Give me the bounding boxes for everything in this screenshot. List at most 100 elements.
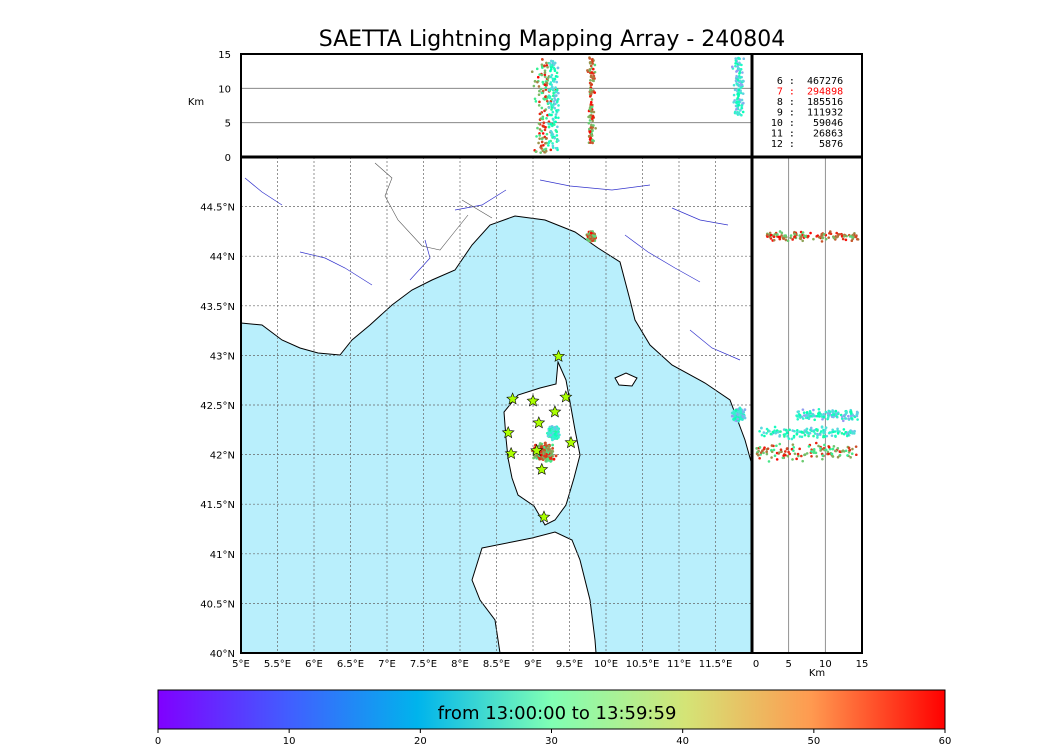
- flash-source-alt-lat: [823, 448, 826, 452]
- flash-source-alt-lat: [841, 419, 845, 423]
- station-count-row: 7 : 294898: [771, 87, 843, 98]
- flash-source-lon-alt: [553, 136, 556, 140]
- flash-source-alt-lat: [796, 417, 800, 421]
- flash-source-lon-alt: [593, 63, 597, 67]
- map-lon-tick-label: 8°E: [451, 659, 469, 670]
- flash-source-lon-alt: [589, 88, 593, 91]
- flash-source-alt-lat: [834, 435, 837, 438]
- flash-source-alt-lat: [810, 450, 813, 453]
- flash-source-alt-lat: [795, 432, 799, 436]
- coastline: [240, 215, 753, 466]
- flash-source-alt-lat: [808, 431, 812, 435]
- flash-source-lon-alt: [548, 113, 551, 116]
- flash-source-lon-alt: [543, 75, 547, 78]
- flash-source-lon-alt: [537, 104, 541, 107]
- flash-source-lon-alt: [537, 93, 541, 96]
- flash-source-alt-lat: [840, 432, 844, 435]
- top-panel-flash-sources: [530, 56, 746, 154]
- map-lon-tick-label: 11°E: [667, 659, 691, 670]
- flash-source-lon-alt: [739, 91, 743, 95]
- flash-source-lon-alt: [738, 72, 741, 75]
- flash-source-lon-alt: [543, 69, 547, 72]
- flash-source-lon-alt: [550, 131, 554, 134]
- flash-source-alt-lat: [784, 450, 787, 453]
- flash-source-alt-lat: [798, 413, 802, 417]
- flash-source-alt-lat: [803, 453, 807, 456]
- flash-source-lon-alt: [534, 100, 538, 103]
- flash-source-lon-alt: [555, 71, 559, 75]
- flash-source-lon-alt: [734, 62, 737, 65]
- flash-source-lon-alt: [540, 91, 544, 95]
- flash-source-alt-lat: [842, 235, 846, 238]
- flash-source-alt-lat: [819, 430, 823, 433]
- flash-source-alt-lat: [814, 451, 818, 455]
- map-lat-tick-label: 40°N: [210, 649, 235, 660]
- flash-source-alt-lat: [845, 410, 848, 414]
- flash-source-lon-alt: [538, 128, 542, 131]
- flash-source-lon-alt: [554, 116, 558, 119]
- flash-source-alt-lat: [801, 239, 804, 243]
- flash-source-alt-lat: [803, 433, 807, 437]
- flash-source-lon-alt: [539, 144, 543, 148]
- flash-source-alt-lat: [809, 426, 813, 430]
- flash-source-alt-lat: [795, 457, 798, 461]
- flash-source-alt-lat: [758, 429, 761, 433]
- flash-source-lon-alt: [538, 137, 541, 140]
- flash-source-alt-lat: [760, 433, 764, 437]
- flash-source-alt-lat: [765, 427, 769, 431]
- flash-source-alt-lat: [789, 236, 792, 240]
- flash-source-alt-lat: [781, 456, 785, 460]
- flash-source-map: [540, 457, 544, 461]
- flash-source-lon-alt: [556, 108, 560, 112]
- flash-source-lon-alt: [557, 116, 560, 120]
- flash-source-alt-lat: [804, 416, 808, 420]
- flash-source-alt-lat: [820, 240, 824, 243]
- flash-source-alt-lat: [830, 452, 834, 456]
- side-panel-tick-label: 5: [785, 659, 791, 670]
- flash-source-alt-lat: [853, 429, 856, 433]
- flash-source-lon-alt: [551, 146, 555, 149]
- flash-source-lon-alt: [737, 88, 741, 92]
- flash-source-alt-lat: [844, 238, 848, 242]
- flash-source-alt-lat: [822, 431, 825, 435]
- flash-source-alt-lat: [798, 435, 802, 438]
- flash-source-alt-lat: [767, 460, 771, 463]
- rivers: [244, 177, 741, 361]
- flash-source-map: [737, 413, 741, 417]
- flash-source-lon-alt: [735, 82, 739, 85]
- flash-source-alt-lat: [807, 417, 811, 421]
- flash-source-lon-alt: [550, 108, 553, 111]
- flash-source-alt-lat: [824, 237, 828, 241]
- flash-source-map: [553, 432, 557, 436]
- flash-source-lon-alt: [590, 90, 594, 94]
- flash-source-alt-lat: [762, 431, 766, 434]
- flash-source-alt-lat: [791, 238, 794, 241]
- flash-source-alt-lat: [807, 445, 811, 448]
- flash-source-map: [740, 417, 743, 421]
- map-lat-tick-label: 44.5°N: [200, 203, 235, 214]
- flash-source-alt-lat: [820, 235, 823, 239]
- flash-source-alt-lat: [821, 454, 825, 457]
- side-panel-xlabel: Km: [809, 668, 825, 679]
- flash-source-alt-lat: [765, 452, 769, 456]
- flash-source-lon-alt: [587, 121, 591, 125]
- flash-source-alt-lat: [828, 431, 832, 434]
- flash-source-lon-alt: [554, 113, 558, 116]
- flash-source-map: [546, 457, 550, 461]
- flash-source-lon-alt: [593, 91, 597, 94]
- flash-source-alt-lat: [805, 427, 808, 431]
- station-counts: 6 : 467276 7 : 294898 8 : 185516 9 : 111…: [771, 76, 843, 150]
- station-star: [552, 349, 566, 362]
- flash-source-lon-alt: [553, 61, 557, 65]
- flash-source-alt-lat: [782, 237, 786, 240]
- flash-source-lon-alt: [537, 141, 540, 145]
- flash-source-alt-lat: [823, 443, 826, 447]
- flash-source-lon-alt: [540, 140, 544, 144]
- flash-source-map: [730, 414, 734, 418]
- flash-source-map: [551, 437, 555, 441]
- flash-source-alt-lat: [798, 447, 801, 451]
- flash-source-alt-lat: [854, 445, 858, 448]
- flash-source-alt-lat: [832, 410, 835, 413]
- flash-source-lon-alt: [536, 75, 540, 79]
- flash-source-alt-lat: [847, 446, 851, 450]
